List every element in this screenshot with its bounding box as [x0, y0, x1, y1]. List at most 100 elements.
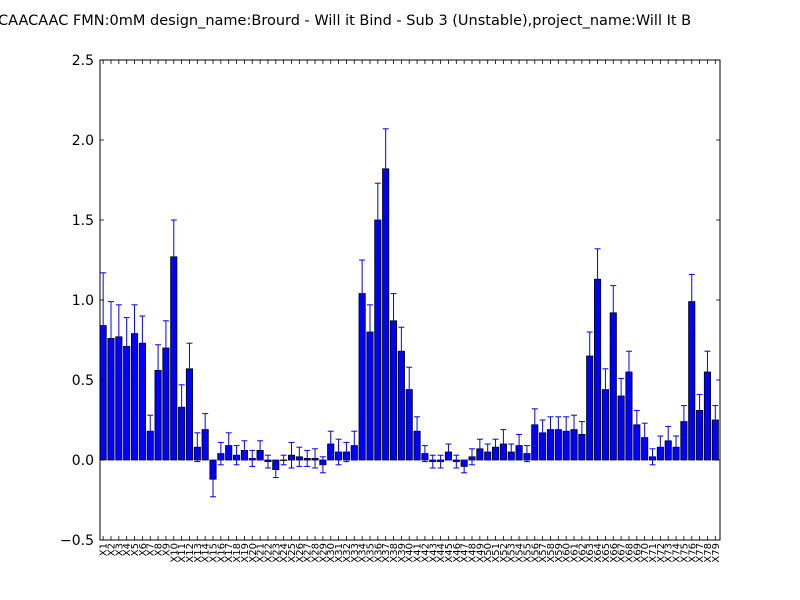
error-bar-X24	[280, 454, 287, 466]
error-bar-X19	[241, 440, 248, 461]
error-bar-X40	[406, 366, 413, 413]
x-tick-label: X30	[326, 543, 337, 563]
error-bar-X1	[100, 272, 107, 379]
x-tick-label: X13	[193, 543, 204, 563]
x-tick-label: X8	[154, 543, 165, 556]
error-bar-X10	[170, 219, 177, 295]
error-bar-X22	[264, 454, 271, 469]
error-bar-X43	[429, 454, 436, 469]
error-bar-X26	[296, 446, 303, 467]
x-tick-label: X34	[358, 543, 369, 563]
error-bar-X5	[131, 304, 138, 363]
x-tick-label: X65	[601, 543, 612, 563]
error-bar-X61	[571, 414, 578, 445]
error-bar-X34	[359, 259, 366, 328]
x-tick-label: X63	[585, 543, 596, 563]
x-tick-label: X15	[209, 543, 220, 563]
x-tick-label: X76	[687, 543, 698, 563]
plot-frame	[99, 59, 721, 541]
x-tick-label: X49	[475, 543, 486, 563]
x-tick-label: X2	[106, 543, 117, 556]
x-tick-label: X72	[656, 543, 667, 563]
x-tick-label: X31	[334, 543, 345, 563]
y-tick-label: 2.0	[72, 133, 94, 149]
x-tick-label: X75	[679, 543, 690, 563]
error-bar-X68	[625, 350, 632, 394]
x-tick-label: X56	[530, 543, 541, 563]
error-bar-X41	[414, 416, 421, 447]
error-bar-X74	[673, 435, 680, 459]
x-tick-label: X78	[703, 543, 714, 563]
x-tick-label: X45	[444, 543, 455, 563]
x-tick-label: X57	[538, 543, 549, 563]
x-tick-label: X64	[593, 543, 604, 563]
x-tick-label: X73	[664, 543, 675, 563]
error-bar-X23	[272, 461, 279, 479]
x-tick-label: X39	[397, 543, 408, 563]
error-bar-X65	[602, 368, 609, 411]
error-bar-X39	[398, 326, 405, 376]
x-tick-label: X41	[413, 543, 424, 563]
x-tick-label: X59	[554, 543, 565, 563]
x-tick-label: X77	[695, 543, 706, 563]
error-bar-X33	[351, 430, 358, 461]
error-bar-X11	[178, 384, 185, 431]
error-bar-X35	[366, 304, 373, 360]
x-tick-label: X58	[546, 543, 557, 563]
error-bar-X17	[225, 432, 232, 459]
x-tick-label: X55	[522, 543, 533, 563]
error-bar-X9	[162, 320, 169, 376]
y-tick-label: 0.5	[72, 373, 94, 389]
error-bar-X53	[508, 443, 515, 461]
x-tick-label: X29	[318, 543, 329, 563]
x-tick-label: X51	[491, 543, 502, 563]
x-tick-label: X28	[311, 543, 322, 563]
error-bar-X44	[437, 454, 444, 469]
x-tick-label: X79	[711, 543, 722, 563]
error-bar-X78	[704, 350, 711, 394]
x-tick-label: X66	[609, 543, 620, 563]
x-tick-label: X23	[271, 543, 282, 563]
error-bar-X56	[531, 408, 538, 442]
x-tick-label: X44	[436, 543, 447, 563]
error-bar-X38	[390, 293, 397, 349]
x-tick-label: X14	[201, 543, 212, 563]
error-bar-X16	[217, 441, 224, 466]
error-bar-X57	[539, 419, 546, 447]
x-tick-label: X37	[381, 543, 392, 563]
error-bar-X54	[516, 433, 523, 458]
x-tick-label: X71	[648, 543, 659, 563]
error-bar-X25	[288, 441, 295, 469]
error-bar-X14	[202, 413, 209, 447]
x-tick-label: X50	[483, 543, 494, 563]
error-bar-X77	[696, 393, 703, 427]
x-tick-label: X24	[279, 543, 290, 563]
error-bar-X15	[210, 461, 217, 498]
x-tick-label: X62	[577, 543, 588, 563]
x-tick-label: X52	[499, 543, 510, 563]
error-bar-X76	[688, 273, 695, 330]
error-bar-X37	[382, 128, 389, 210]
x-tick-label: X26	[295, 543, 306, 563]
x-tick-label: X74	[672, 543, 683, 563]
x-tick-label: X5	[130, 543, 141, 556]
error-bar-X4	[123, 317, 130, 376]
error-bar-X55	[523, 445, 530, 463]
x-tick-label: X67	[617, 543, 628, 563]
error-bar-X63	[586, 331, 593, 381]
x-tick-label: X3	[114, 543, 125, 556]
x-tick-label: X21	[256, 543, 267, 563]
error-bar-X21	[257, 440, 264, 461]
x-tick-label: X68	[624, 543, 635, 563]
x-tick-label: X38	[389, 543, 400, 563]
x-tick-label: X61	[570, 543, 581, 563]
error-bar-X64	[594, 248, 601, 311]
error-bar-X20	[249, 449, 256, 467]
chart-title: CAACAAC FMN:0mM design_name:Brourd - Wil…	[0, 13, 691, 29]
error-bar-X2	[107, 301, 114, 376]
bars-layer	[99, 168, 719, 480]
error-bar-X27	[304, 449, 311, 467]
error-bars-layer	[100, 128, 719, 498]
x-tick-label: X6	[138, 543, 149, 556]
axes-layer	[99, 59, 721, 541]
